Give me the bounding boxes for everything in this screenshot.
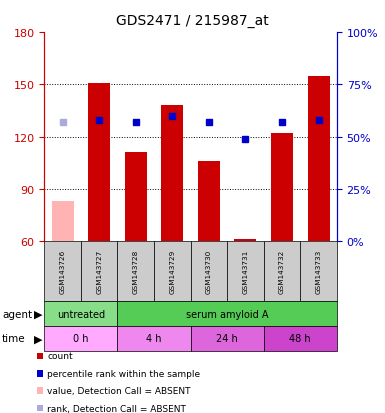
- Text: GSM143728: GSM143728: [133, 249, 139, 294]
- Text: GDS2471 / 215987_at: GDS2471 / 215987_at: [116, 14, 269, 28]
- Text: GSM143727: GSM143727: [96, 249, 102, 294]
- Text: GSM143731: GSM143731: [243, 249, 248, 294]
- Text: untreated: untreated: [57, 309, 105, 319]
- Text: GSM143730: GSM143730: [206, 249, 212, 294]
- Text: GSM143726: GSM143726: [60, 249, 65, 294]
- Text: 24 h: 24 h: [216, 334, 238, 344]
- Bar: [125, 153, 147, 242]
- Text: GSM143729: GSM143729: [169, 249, 175, 294]
- Bar: [308, 76, 330, 242]
- Text: time: time: [2, 334, 25, 344]
- Text: GSM143733: GSM143733: [316, 249, 321, 294]
- Text: ▶: ▶: [34, 334, 43, 344]
- Bar: [271, 134, 293, 242]
- Text: value, Detection Call = ABSENT: value, Detection Call = ABSENT: [47, 386, 191, 395]
- Text: rank, Detection Call = ABSENT: rank, Detection Call = ABSENT: [47, 404, 186, 413]
- Text: 0 h: 0 h: [73, 334, 89, 344]
- Text: 48 h: 48 h: [290, 334, 311, 344]
- Text: count: count: [47, 351, 73, 361]
- Text: ▶: ▶: [34, 309, 43, 319]
- Bar: [234, 240, 256, 242]
- Text: GSM143732: GSM143732: [279, 249, 285, 294]
- Bar: [198, 161, 220, 242]
- Text: agent: agent: [2, 309, 32, 319]
- Bar: [161, 106, 183, 242]
- Text: serum amyloid A: serum amyloid A: [186, 309, 268, 319]
- Bar: [88, 83, 110, 242]
- Text: 4 h: 4 h: [146, 334, 162, 344]
- Bar: [52, 202, 74, 242]
- Text: percentile rank within the sample: percentile rank within the sample: [47, 369, 201, 378]
